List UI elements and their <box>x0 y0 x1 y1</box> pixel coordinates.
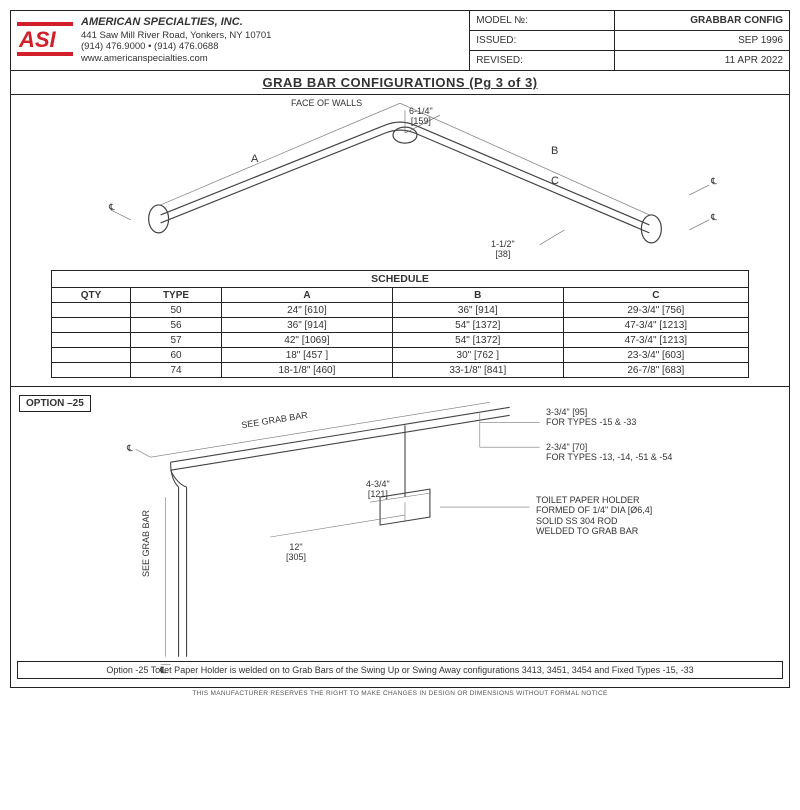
dim-3-34: 3-3/4" [95] <box>546 407 587 417</box>
dim-3-34-note: FOR TYPES -15 & -33 <box>546 417 636 427</box>
table-cell: 47-3/4" [1213] <box>563 333 748 348</box>
grab-bar-diagram: FACE OF WALLS 6-1/4" [159] 1-1/2" [38] A… <box>11 95 789 270</box>
label-face-of-walls: FACE OF WALLS <box>291 99 362 109</box>
schedule-col: QTY <box>52 288 131 303</box>
issued-label: ISSUED: <box>470 31 615 50</box>
svg-text:ASI: ASI <box>18 27 57 52</box>
table-cell: 33-1/8" [841] <box>392 363 563 378</box>
dim-12-mm: [305] <box>286 552 306 562</box>
schedule-col: TYPE <box>131 288 222 303</box>
schedule-col: C <box>563 288 748 303</box>
table-cell: 42" [1069] <box>222 333 393 348</box>
table-row: 7418-1/8" [460]33-1/8" [841]26-7/8" [683… <box>52 363 749 378</box>
header-left: ASI AMERICAN SPECIALTIES, INC. 441 Saw M… <box>11 11 470 70</box>
table-cell: 50 <box>131 303 222 318</box>
header-right: MODEL №: GRABBAR CONFIG ISSUED: SEP 1996… <box>470 11 789 70</box>
disclaimer: THIS MANUFACTURER RESERVES THE RIGHT TO … <box>10 688 790 699</box>
company-phone: (914) 476.9000 • (914) 476.0688 <box>81 41 271 53</box>
table-cell: 57 <box>131 333 222 348</box>
asi-logo: ASI <box>17 22 73 59</box>
table-cell: 54" [1372] <box>392 318 563 333</box>
table-cell: 74 <box>131 363 222 378</box>
table-cell <box>52 318 131 333</box>
table-row: 6018" [457 ]30" [762 ]23-3/4" [603] <box>52 348 749 363</box>
company-info: AMERICAN SPECIALTIES, INC. 441 Saw Mill … <box>81 16 271 65</box>
cl-left: ℄ <box>109 203 115 213</box>
table-cell: 60 <box>131 348 222 363</box>
dim-2-34: 2-3/4" [70] <box>546 442 587 452</box>
label-A: A <box>251 153 258 165</box>
table-row: 5024" [610]36" [914]29-3/4" [756] <box>52 303 749 318</box>
table-cell: 30" [762 ] <box>392 348 563 363</box>
table-cell: 56 <box>131 318 222 333</box>
dim-6-14-mm: [159] <box>411 116 431 126</box>
see-grab-bar-v: SEE GRAB BAR <box>141 510 151 577</box>
schedule-col: A <box>222 288 393 303</box>
dim-1-12: 1-1/2" <box>491 239 515 249</box>
cl-h: ℄ <box>127 443 133 453</box>
label-C: C <box>551 175 559 187</box>
schedule-col: B <box>392 288 563 303</box>
model-label: MODEL №: <box>470 11 615 30</box>
label-B: B <box>551 145 558 157</box>
dim-12: 12" <box>289 542 302 552</box>
dim-2-34-note: FOR TYPES -13, -14, -51 & -54 <box>546 452 672 462</box>
table-cell: 24" [610] <box>222 303 393 318</box>
company-address: 441 Saw Mill River Road, Yonkers, NY 107… <box>81 30 271 42</box>
table-cell: 23-3/4" [603] <box>563 348 748 363</box>
schedule-title: SCHEDULE <box>51 270 749 287</box>
dim-6-14: 6-1/4" <box>409 106 433 116</box>
table-cell: 54" [1372] <box>392 333 563 348</box>
revised-value: 11 APR 2022 <box>615 51 789 70</box>
option-25-footnote: Option -25 Toilet Paper Holder is welded… <box>17 661 783 679</box>
holder-note-4: WELDED TO GRAB BAR <box>536 526 652 536</box>
company-name: AMERICAN SPECIALTIES, INC. <box>81 16 271 30</box>
table-cell <box>52 363 131 378</box>
table-cell <box>52 333 131 348</box>
company-website: www.americanspecialties.com <box>81 53 271 65</box>
revised-label: REVISED: <box>470 51 615 70</box>
header: ASI AMERICAN SPECIALTIES, INC. 441 Saw M… <box>10 10 790 71</box>
schedule: SCHEDULE QTYTYPEABC 5024" [610]36" [914]… <box>11 270 789 386</box>
table-cell: 36" [914] <box>222 318 393 333</box>
schedule-table: QTYTYPEABC 5024" [610]36" [914]29-3/4" [… <box>51 287 749 378</box>
cl-right2: ℄ <box>711 213 717 223</box>
dim-1-12-mm: [38] <box>495 249 510 259</box>
model-value: GRABBAR CONFIG <box>615 11 789 30</box>
table-cell: 47-3/4" [1213] <box>563 318 748 333</box>
table-cell: 18" [457 ] <box>222 348 393 363</box>
holder-note-3: SOLID SS 304 ROD <box>536 516 652 526</box>
page-title: GRAB BAR CONFIGURATIONS (Pg 3 of 3) <box>10 71 790 95</box>
panel-option-25: OPTION –25 <box>10 387 790 688</box>
table-cell <box>52 348 131 363</box>
issued-value: SEP 1996 <box>615 31 789 50</box>
panel-config: FACE OF WALLS 6-1/4" [159] 1-1/2" [38] A… <box>10 95 790 387</box>
dim-4-34: 4-3/4" <box>366 479 390 489</box>
table-cell: 26-7/8" [683] <box>563 363 748 378</box>
table-row: 5636" [914]54" [1372]47-3/4" [1213] <box>52 318 749 333</box>
table-cell: 18-1/8" [460] <box>222 363 393 378</box>
dim-4-34-mm: [121] <box>368 489 388 499</box>
holder-note-2: FORMED OF 1/4" DIA [Ø6,4] <box>536 505 652 515</box>
holder-note-1: TOILET PAPER HOLDER <box>536 495 652 505</box>
spec-sheet: ASI AMERICAN SPECIALTIES, INC. 441 Saw M… <box>10 10 790 699</box>
cl-right1: ℄ <box>711 177 717 187</box>
table-row: 5742" [1069]54" [1372]47-3/4" [1213] <box>52 333 749 348</box>
table-cell: 36" [914] <box>392 303 563 318</box>
table-cell: 29-3/4" [756] <box>563 303 748 318</box>
table-cell <box>52 303 131 318</box>
